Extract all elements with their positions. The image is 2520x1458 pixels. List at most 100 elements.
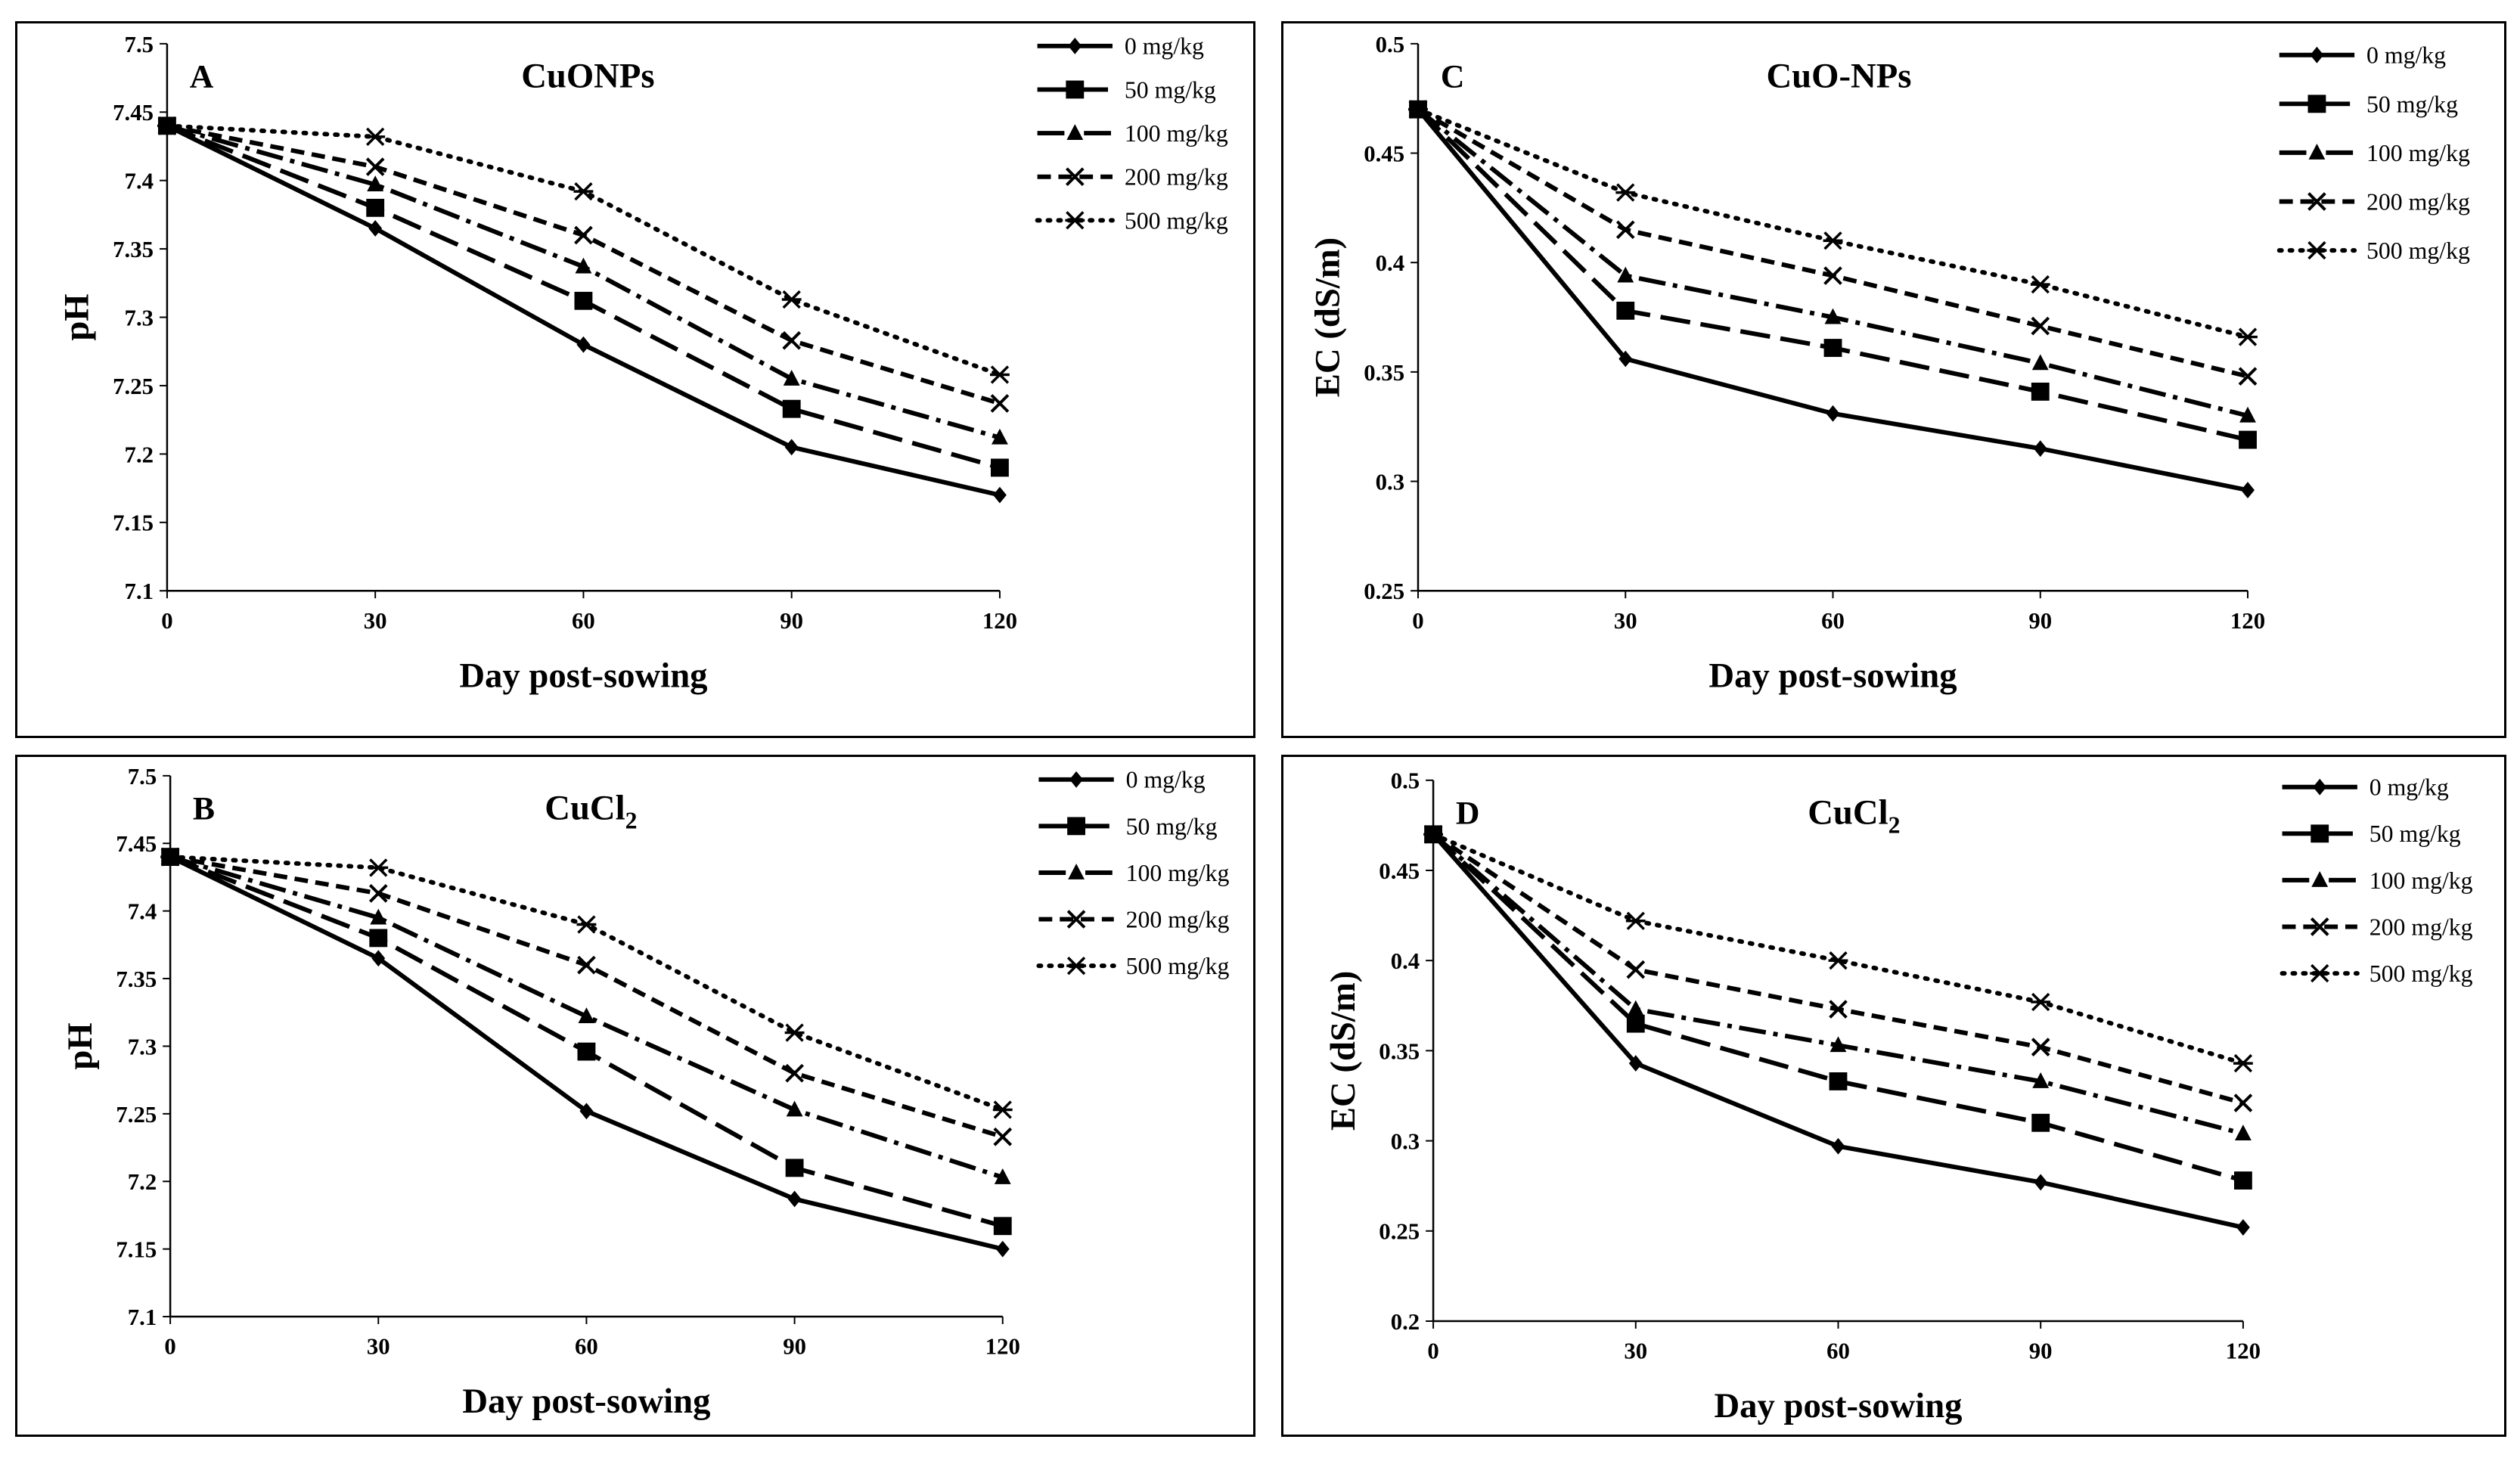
chart-b-svg: 7.1 7.15 7.2 7.25 7.3 7.35 7.4 7.45 7.5 0 30 60 90 12… <box>61 764 1230 1421</box>
series-1-group <box>161 848 1012 1236</box>
data-point <box>2031 1038 2050 1056</box>
data-point <box>991 458 1009 477</box>
legend-marker-4 <box>2310 963 2330 983</box>
panel-letter: A <box>190 58 214 95</box>
data-point <box>1626 960 1646 979</box>
series-line-2 <box>169 855 1004 1180</box>
data-point <box>1826 405 1840 422</box>
chart-panel-a: 7.1 7.15 7.2 7.25 7.3 7.35 7.4 7.45 7.5 0 30 60 90 12… <box>15 21 1255 738</box>
data-point <box>1627 1000 1644 1016</box>
x-tick-label: 30 <box>1614 608 1637 634</box>
data-point <box>1408 100 1428 119</box>
y-tick-label: 7.3 <box>128 1034 157 1059</box>
data-point <box>783 369 800 386</box>
legend: 0 mg/kg 50 mg/kg 100 mg/kg 200 mg/kg 500 mg/… <box>1035 33 1228 234</box>
legend-marker-3 <box>1066 910 1086 929</box>
series-1-group <box>158 116 1009 477</box>
data-point <box>2239 430 2257 449</box>
legend-label-1: 50 mg/kg <box>2366 91 2458 117</box>
data-point <box>365 127 386 146</box>
y-tick-label: 7.1 <box>125 579 154 604</box>
data-point <box>1824 308 1842 324</box>
series-4-group <box>1408 100 2258 346</box>
series-line-4 <box>1416 107 2250 340</box>
y-tick-label: 7.2 <box>125 442 154 467</box>
y-tick-label: 7.4 <box>128 899 157 925</box>
data-point <box>2032 1072 2050 1088</box>
data-point <box>576 915 597 934</box>
y-tick-label: 7.5 <box>125 32 154 57</box>
y-tick-label: 7.35 <box>113 237 154 262</box>
y-tick-label: 7.3 <box>125 305 154 330</box>
chart-a-svg: 7.1 7.15 7.2 7.25 7.3 7.35 7.4 7.45 7.5 0 30 60 90 12… <box>57 32 1228 696</box>
legend-label-0: 0 mg/kg <box>2366 42 2446 69</box>
x-tick-label: 0 <box>164 1334 175 1360</box>
data-point <box>1626 1014 1645 1033</box>
data-point <box>1615 220 1635 240</box>
y-tick-label: 7.1 <box>128 1304 157 1330</box>
y-tick-label: 7.15 <box>116 1237 157 1263</box>
data-point <box>994 1168 1011 1184</box>
y-tick-label: 0.25 <box>1364 579 1404 604</box>
data-point <box>368 220 383 237</box>
data-point <box>1615 183 1636 202</box>
data-point <box>2031 382 2050 401</box>
x-tick-label: 0 <box>161 608 172 634</box>
x-axis-title: Day post-sowing <box>459 656 707 695</box>
data-point <box>2239 406 2256 423</box>
data-point <box>2238 367 2258 386</box>
series-1-group <box>1409 100 2257 449</box>
data-point <box>2234 1125 2252 1141</box>
legend-label-3: 200 mg/kg <box>1126 906 1230 932</box>
y-tick-label: 7.2 <box>128 1169 157 1195</box>
chart-panel-c: 0.25 0.3 0.35 0.4 0.45 0.5 0 30 60 90 120 Day post-… <box>1281 21 2506 738</box>
legend-marker-1 <box>2307 95 2326 113</box>
series-line-2 <box>166 123 1001 440</box>
series-line-1 <box>169 855 1004 1229</box>
data-point <box>1829 1072 1848 1090</box>
data-point <box>2033 440 2047 458</box>
panel-letter: D <box>1456 795 1480 831</box>
y-tick-label: 0.35 <box>1364 360 1404 386</box>
data-point <box>577 955 596 975</box>
data-point <box>2031 1113 2050 1132</box>
x-tick-label: 0 <box>1412 608 1423 634</box>
legend-marker-4 <box>2307 240 2327 260</box>
legend-marker-1 <box>1066 80 1085 99</box>
series-line-3 <box>169 855 1004 1140</box>
legend-label-4: 500 mg/kg <box>1125 207 1228 234</box>
y-tick-label: 0.25 <box>1379 1219 1420 1245</box>
series-line-0 <box>166 123 1001 498</box>
data-point <box>1616 301 1635 320</box>
legend-label-1: 50 mg/kg <box>2369 821 2461 847</box>
series-line-0 <box>1431 833 2244 1230</box>
legend-label-4: 500 mg/kg <box>1126 953 1230 979</box>
x-tick-label: 30 <box>367 1334 390 1360</box>
series-0-group <box>1411 101 2255 499</box>
chart-title-subscript: 2 <box>1888 811 1901 838</box>
y-tick-label: 7.25 <box>113 374 154 399</box>
series-3-group <box>160 847 1013 1146</box>
data-point <box>2031 992 2051 1012</box>
data-point <box>157 116 177 135</box>
chart-panel-b: 7.1 7.15 7.2 7.25 7.3 7.35 7.4 7.45 7.5 0 30 60 90 12… <box>15 755 1255 1437</box>
x-tick-label: 120 <box>985 1334 1020 1360</box>
chart-title: CuCl2 <box>1808 793 1900 838</box>
legend-marker-0 <box>2313 778 2327 796</box>
data-point <box>992 428 1008 445</box>
series-2-group <box>1425 825 2252 1141</box>
x-axis-title: Day post-sowing <box>1714 1386 1962 1425</box>
y-tick-label: 0.5 <box>1391 768 1420 794</box>
series-line-4 <box>1431 832 2245 1066</box>
data-point <box>1829 1036 1847 1053</box>
legend-label-1: 50 mg/kg <box>1125 76 1216 103</box>
legend-marker-3 <box>2310 917 2329 936</box>
chart-panel-d: 0.2 0.25 0.3 0.35 0.4 0.45 0.5 0 30 60 90 120 Day po… <box>1281 755 2506 1437</box>
data-point <box>365 157 385 176</box>
data-point <box>782 399 801 418</box>
x-tick-label: 60 <box>572 608 595 634</box>
y-tick-label: 7.45 <box>116 831 157 857</box>
legend-marker-0 <box>2310 46 2324 64</box>
data-point <box>990 365 1010 384</box>
legend-marker-3 <box>1065 167 1085 187</box>
